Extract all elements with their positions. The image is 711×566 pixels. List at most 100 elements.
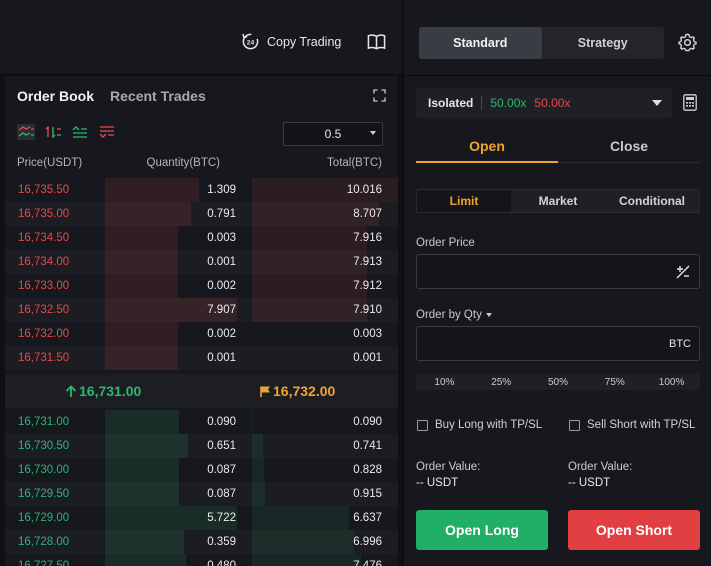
- tab-strategy[interactable]: Strategy: [577, 36, 628, 50]
- row-qty: 0.002: [207, 328, 236, 340]
- row-price: 16,732.00: [18, 328, 70, 340]
- quantity-depth-bar: [105, 298, 237, 322]
- buy-long-tpsl-checkbox[interactable]: Buy Long with TP/SL: [417, 419, 542, 431]
- order-book-row[interactable]: 16,735.50 1.309 10.016: [5, 178, 398, 202]
- row-qty: 0.003: [207, 232, 236, 244]
- gear-icon[interactable]: [678, 33, 697, 52]
- order-book-row[interactable]: 16,730.00 0.087 0.828: [5, 458, 398, 482]
- precision-select[interactable]: 0.5: [283, 122, 383, 146]
- mode-tabs: Standard Strategy: [419, 27, 664, 59]
- svg-text:24: 24: [247, 39, 255, 46]
- copy-trading-icon: 24: [242, 33, 259, 50]
- row-price: 16,731.00: [18, 416, 70, 428]
- copy-trading-button[interactable]: 24 Copy Trading: [241, 32, 341, 51]
- order-book-row[interactable]: 16,730.50 0.651 0.741: [5, 434, 398, 458]
- row-total: 7.910: [353, 304, 382, 316]
- order-book-row[interactable]: 16,731.00 0.090 0.090: [5, 410, 398, 434]
- margin-leverage-selector[interactable]: Isolated 50.00x 50.00x: [416, 88, 672, 118]
- quantity-depth-bar: [105, 226, 178, 250]
- order-qty-label[interactable]: Order by Qty: [416, 309, 492, 321]
- pct-50[interactable]: 50%: [547, 376, 568, 388]
- pct-25[interactable]: 25%: [491, 376, 512, 388]
- tab-recent-trades[interactable]: Recent Trades: [110, 88, 206, 104]
- book-icon[interactable]: [367, 33, 386, 51]
- total-depth-bar: [252, 226, 368, 250]
- order-book-row[interactable]: 16,728.00 0.359 6.996: [5, 530, 398, 554]
- row-price: 16,728.00: [18, 536, 70, 548]
- order-book-row[interactable]: 16,732.50 7.907 7.910: [5, 298, 398, 322]
- open-long-button[interactable]: Open Long: [416, 510, 548, 550]
- row-total: 7.476: [353, 560, 382, 566]
- qty-unit: BTC: [669, 338, 691, 350]
- quantity-depth-bar: [105, 410, 180, 434]
- leverage-long: 50.00x: [490, 96, 527, 110]
- order-value-label: Order Value:: [416, 461, 481, 473]
- order-book-panel: Order Book Recent Trades 0.5 Pric: [5, 76, 398, 566]
- order-book-row[interactable]: 16,727.50 0.480 7.476: [5, 554, 398, 566]
- order-value-amount: -- USDT: [416, 477, 459, 489]
- column-quantity: Quantity(BTC): [146, 157, 221, 169]
- order-book-row[interactable]: 16,729.00 5.722 6.637: [5, 506, 398, 530]
- mark-price-value: 16,732.00: [273, 383, 336, 399]
- plus-minus-icon[interactable]: [675, 264, 691, 280]
- row-qty: 0.651: [207, 440, 236, 452]
- expand-icon[interactable]: [373, 89, 386, 102]
- order-book-row[interactable]: 16,731.50 0.001 0.001: [5, 346, 398, 370]
- tab-conditional[interactable]: Conditional: [619, 194, 685, 208]
- row-price: 16,731.50: [18, 352, 70, 364]
- tab-open[interactable]: Open: [416, 130, 558, 163]
- row-price: 16,732.50: [18, 304, 70, 316]
- order-qty-input[interactable]: BTC: [416, 326, 700, 361]
- sell-short-tpsl-label: Sell Short with TP/SL: [587, 419, 696, 431]
- bids-list: 16,731.00 0.090 0.090 16,730.50 0.651 0.741 16…: [5, 410, 398, 566]
- open-short-button[interactable]: Open Short: [568, 510, 700, 550]
- pct-100[interactable]: 100%: [658, 376, 685, 388]
- order-value-amount: -- USDT: [568, 477, 611, 489]
- row-qty: 5.722: [207, 512, 236, 524]
- row-total: 7.916: [353, 232, 382, 244]
- row-total: 0.090: [353, 416, 382, 428]
- tab-limit[interactable]: Limit: [417, 190, 511, 212]
- checkbox-icon: [417, 419, 428, 431]
- copy-trading-label: Copy Trading: [267, 34, 342, 49]
- total-depth-bar: [252, 410, 254, 434]
- tab-standard[interactable]: Standard: [419, 27, 542, 59]
- row-price: 16,734.00: [18, 256, 70, 268]
- checkbox-icon: [569, 419, 580, 431]
- percentage-slider[interactable]: 10% 25% 50% 75% 100%: [416, 374, 700, 390]
- view-bids-icon[interactable]: [71, 124, 89, 140]
- row-total: 0.828: [353, 464, 382, 476]
- view-asks-icon[interactable]: [98, 124, 116, 140]
- order-book-row[interactable]: 16,732.00 0.002 0.003: [5, 322, 398, 346]
- tab-order-book[interactable]: Order Book: [17, 88, 95, 104]
- tab-close[interactable]: Close: [558, 130, 700, 163]
- sell-short-tpsl-checkbox[interactable]: Sell Short with TP/SL: [569, 419, 695, 431]
- divider: [404, 75, 711, 76]
- quantity-depth-bar: [105, 554, 186, 566]
- row-total: 8.707: [353, 208, 382, 220]
- view-both-icon[interactable]: [17, 124, 35, 140]
- order-book-row[interactable]: 16,735.00 0.791 8.707: [5, 202, 398, 226]
- top-bar: 24 Copy Trading: [0, 0, 401, 75]
- pct-75[interactable]: 75%: [604, 376, 625, 388]
- row-total: 0.003: [353, 328, 382, 340]
- last-price[interactable]: 16,731.00: [65, 383, 141, 399]
- total-depth-bar: [252, 530, 354, 554]
- order-book-row[interactable]: 16,734.00 0.001 7.913: [5, 250, 398, 274]
- order-book-row[interactable]: 16,734.50 0.003 7.916: [5, 226, 398, 250]
- view-split-icon[interactable]: [44, 124, 62, 140]
- quantity-depth-bar: [105, 482, 180, 506]
- long-order-value: Order Value: -- USDT: [416, 459, 480, 491]
- quantity-depth-bar: [105, 274, 178, 298]
- total-depth-bar: [252, 458, 265, 482]
- order-book-row[interactable]: 16,733.00 0.002 7.912: [5, 274, 398, 298]
- calculator-icon[interactable]: [683, 94, 697, 111]
- row-price: 16,734.50: [18, 232, 70, 244]
- quantity-depth-bar: [105, 202, 191, 226]
- pct-10[interactable]: 10%: [434, 376, 455, 388]
- order-type-tabs: Limit Market Conditional: [416, 189, 700, 213]
- order-price-input[interactable]: [416, 254, 700, 289]
- buy-long-tpsl-label: Buy Long with TP/SL: [435, 419, 543, 431]
- tab-market[interactable]: Market: [538, 194, 578, 208]
- order-book-row[interactable]: 16,729.50 0.087 0.915: [5, 482, 398, 506]
